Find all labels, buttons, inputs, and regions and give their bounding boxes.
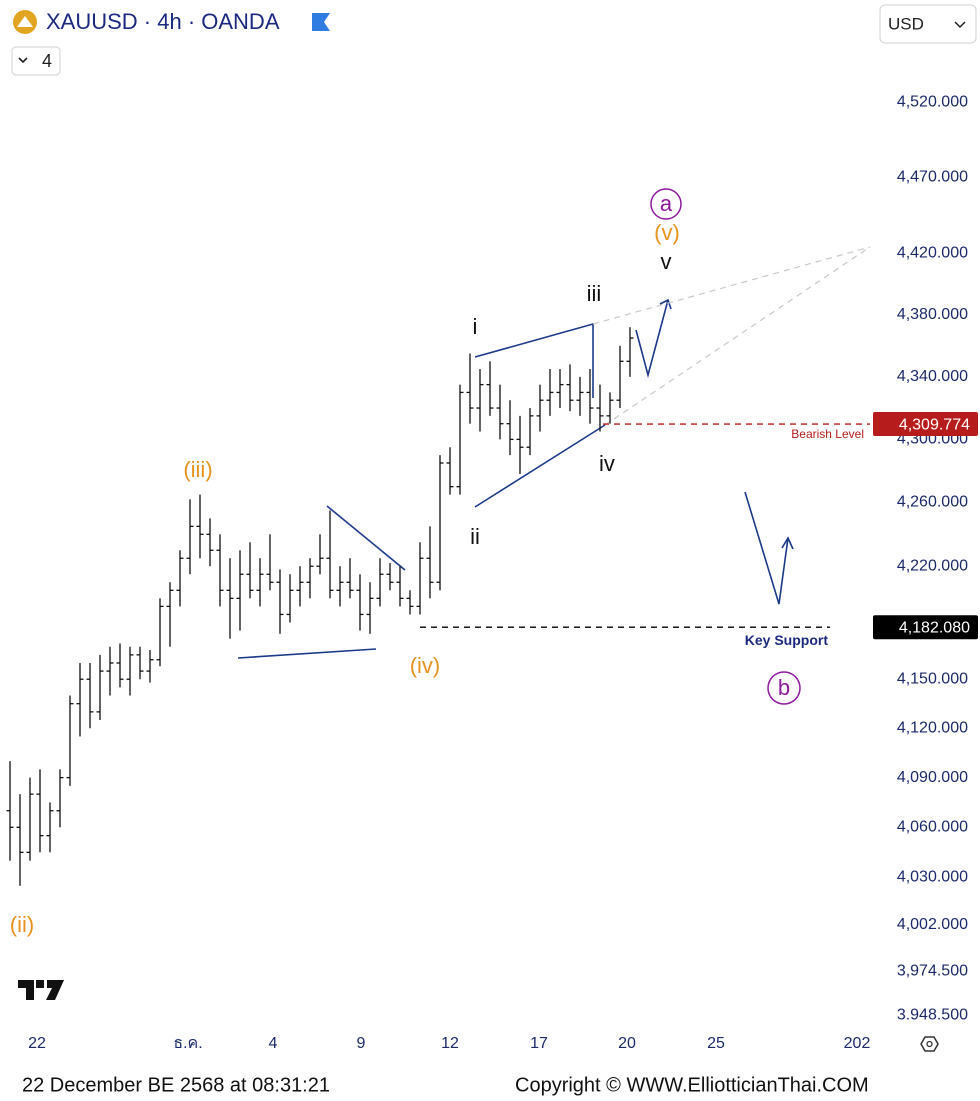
price-level-name: Bearish Level: [791, 427, 864, 441]
y-tick-label: 3,974.500: [897, 962, 968, 979]
wedge-line: [474, 322, 594, 398]
trendline: [326, 505, 406, 571]
y-tick-label: 4,520.000: [897, 94, 968, 111]
projection-arrow: [744, 491, 789, 605]
y-tick-label: 4,420.000: [897, 245, 968, 262]
wave-label: v: [661, 249, 672, 274]
projection-arrow: [635, 299, 669, 379]
wedge-line: [474, 424, 606, 508]
trendline: [237, 648, 377, 659]
wave-label: (iii): [183, 457, 212, 482]
wave-label: (v): [654, 220, 680, 245]
wave-circle: [650, 188, 682, 220]
chevron: [954, 21, 966, 29]
symbol-logo-mark: [17, 16, 33, 27]
tradingview-logo: [18, 980, 64, 1000]
y-tick-label: 4,470.000: [897, 169, 968, 186]
wave-label: (iv): [410, 653, 441, 678]
y-tick-label: 4,090.000: [897, 769, 968, 786]
wave-circle: [767, 671, 801, 705]
y-tick-label: 4,030.000: [897, 869, 968, 886]
wave-label: ii: [470, 524, 480, 549]
wave-label: b: [778, 675, 790, 700]
wave-label: (ii): [10, 912, 34, 937]
y-tick-label: 4,002.000: [897, 916, 968, 933]
projection-guide: [592, 246, 871, 325]
timestamp: 22 December BE 2568 at 08:31:21: [22, 1074, 330, 1096]
y-tick-label: 3.948.500: [897, 1007, 968, 1024]
y-tick-label: 4,380.000: [897, 306, 968, 323]
x-tick-label: 4: [269, 1035, 278, 1052]
price-level-name: Key Support: [745, 632, 829, 648]
copyright: Copyright © WWW.ElliotticianThai.COM: [515, 1074, 869, 1096]
y-tick-label: 4,060.000: [897, 819, 968, 836]
collapse-count: 4: [42, 51, 52, 71]
wave-label: a: [660, 191, 673, 216]
x-tick-label: 17: [530, 1035, 548, 1052]
arrowhead: [781, 536, 794, 550]
y-tick-label: 4,120.000: [897, 719, 968, 736]
price-level-label: 4,309.774: [899, 416, 970, 433]
wave-label: i: [473, 314, 478, 339]
x-tick-label: 9: [357, 1035, 366, 1052]
symbol-title: XAUUSD · 4h · OANDA: [46, 9, 280, 34]
x-tick-label: ธ.ค.: [173, 1035, 202, 1052]
flag-icon[interactable]: [312, 13, 330, 31]
x-tick-label: 25: [707, 1035, 725, 1052]
x-tick-label: 202: [844, 1035, 871, 1052]
price-level-tag: [873, 615, 978, 640]
x-tick-label: 22: [28, 1035, 46, 1052]
y-tick-label: 4,220.000: [897, 557, 968, 574]
settings-icon-dot: [926, 1040, 933, 1048]
wave-label: iii: [587, 281, 602, 306]
settings-icon[interactable]: [920, 1036, 939, 1052]
x-tick-label: 12: [441, 1035, 459, 1052]
collapse-button[interactable]: [11, 46, 61, 76]
y-tick-label: 4,150.000: [897, 670, 968, 687]
arrowhead: [659, 298, 672, 310]
x-tick-label: 20: [618, 1035, 636, 1052]
currency: USD: [888, 14, 924, 33]
y-tick-label: 4,260.000: [897, 494, 968, 511]
projection-guide: [604, 246, 871, 426]
y-tick-label: 4,340.000: [897, 368, 968, 385]
chevron: [18, 57, 28, 64]
wave-label: iv: [599, 451, 615, 476]
price-level-tag: [873, 412, 978, 437]
currency-select[interactable]: [879, 4, 977, 44]
price-level-label: 4,182.080: [899, 619, 970, 636]
